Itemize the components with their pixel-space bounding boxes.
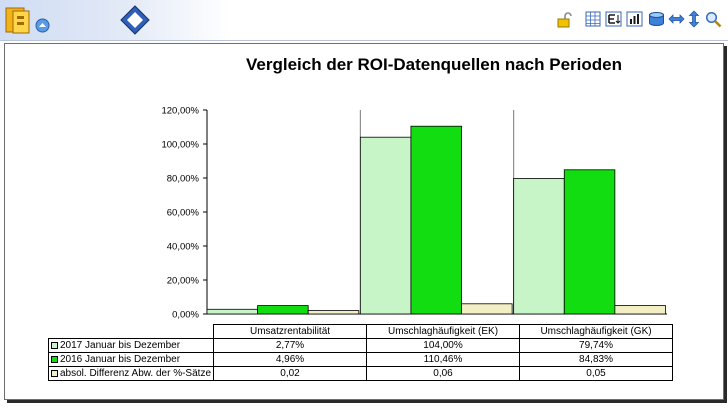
series-label: absol. Differenz Abw. der %-Sätze (47, 366, 215, 381)
value-cell: 0,06 (366, 366, 521, 381)
value-cell: 104,00% (366, 338, 521, 353)
series-name: 2016 Januar bis Dezember (60, 354, 181, 365)
diamond-icon[interactable] (119, 4, 151, 36)
y-tick-label: 0,00% (172, 310, 199, 321)
legend-swatch (51, 341, 58, 349)
series-label: 2016 Januar bis Dezember (47, 352, 215, 367)
table-icon[interactable] (585, 11, 601, 27)
data-table: Umsatzrentabilität Umschlaghäufigkeit (EK… (47, 324, 674, 381)
bar (513, 178, 565, 315)
table-row: absol. Differenz Abw. der %-Sätze 0,02 0,0… (47, 366, 674, 381)
swap-horizontal-icon[interactable] (668, 12, 685, 26)
bar (461, 303, 513, 315)
table-corner (49, 325, 214, 339)
bar (563, 169, 616, 315)
database-icon[interactable] (648, 11, 665, 27)
table-header-row: Umsatzrentabilität Umschlaghäufigkeit (EK… (49, 324, 674, 339)
table-row: 2017 Januar bis Dezember 2,77% 104,00% 79,7… (47, 338, 674, 353)
y-tick-label: 100,00% (161, 140, 199, 151)
bar (359, 136, 412, 315)
bar (307, 310, 360, 315)
bar (614, 305, 666, 315)
series-label: 2017 Januar bis Dezember (47, 338, 215, 353)
value-cell: 0,05 (519, 366, 674, 381)
toolbar (0, 0, 728, 41)
folder-icon[interactable] (4, 6, 32, 36)
zoom-icon[interactable] (705, 11, 722, 28)
category-label: Umschlaghäufigkeit (EK) (366, 324, 521, 339)
value-cell: 2,77% (213, 338, 368, 353)
toolbar-divider (0, 40, 728, 41)
value-cell: 79,74% (519, 338, 674, 353)
value-cell: 4,96% (213, 352, 368, 367)
up-icon[interactable] (35, 18, 50, 33)
chart-title: Vergleich der ROI-Datenquellen nach Peri… (246, 55, 622, 74)
chart-settings-icon[interactable] (626, 11, 643, 27)
series-name: absol. Differenz Abw. der %-Sätze (60, 368, 212, 379)
legend-swatch (51, 369, 58, 377)
bar (410, 125, 462, 315)
bar-chart: 0,00% 20,00% 40,00% 60,00% 80,00% 100,00% 120,… (161, 106, 667, 321)
category-label: Umsatzrentabilität (213, 324, 368, 339)
series-name: 2017 Januar bis Dezember (60, 340, 181, 351)
value-cell: 110,46% (366, 352, 521, 367)
y-tick-label: 60,00% (167, 208, 200, 219)
y-tick-label: 40,00% (167, 242, 200, 253)
value-cell: 0,02 (213, 366, 368, 381)
y-tick-label: 80,00% (167, 174, 200, 185)
lock-icon[interactable] (556, 11, 573, 28)
y-tick-label: 120,00% (161, 106, 199, 117)
value-cell: 84,83% (519, 352, 674, 367)
y-tick-label: 20,00% (167, 276, 200, 287)
swap-vertical-icon[interactable] (688, 10, 700, 28)
category-label: Umschlaghäufigkeit (GK) (519, 324, 674, 339)
text-export-icon[interactable] (605, 11, 622, 27)
legend-swatch (51, 355, 58, 363)
bar (257, 305, 309, 315)
chart-panel: Vergleich der ROI-Datenquellen nach Peri… (4, 43, 724, 400)
table-row: 2016 Januar bis Dezember 4,96% 110,46% 84,8… (47, 352, 674, 367)
bar (206, 308, 258, 315)
